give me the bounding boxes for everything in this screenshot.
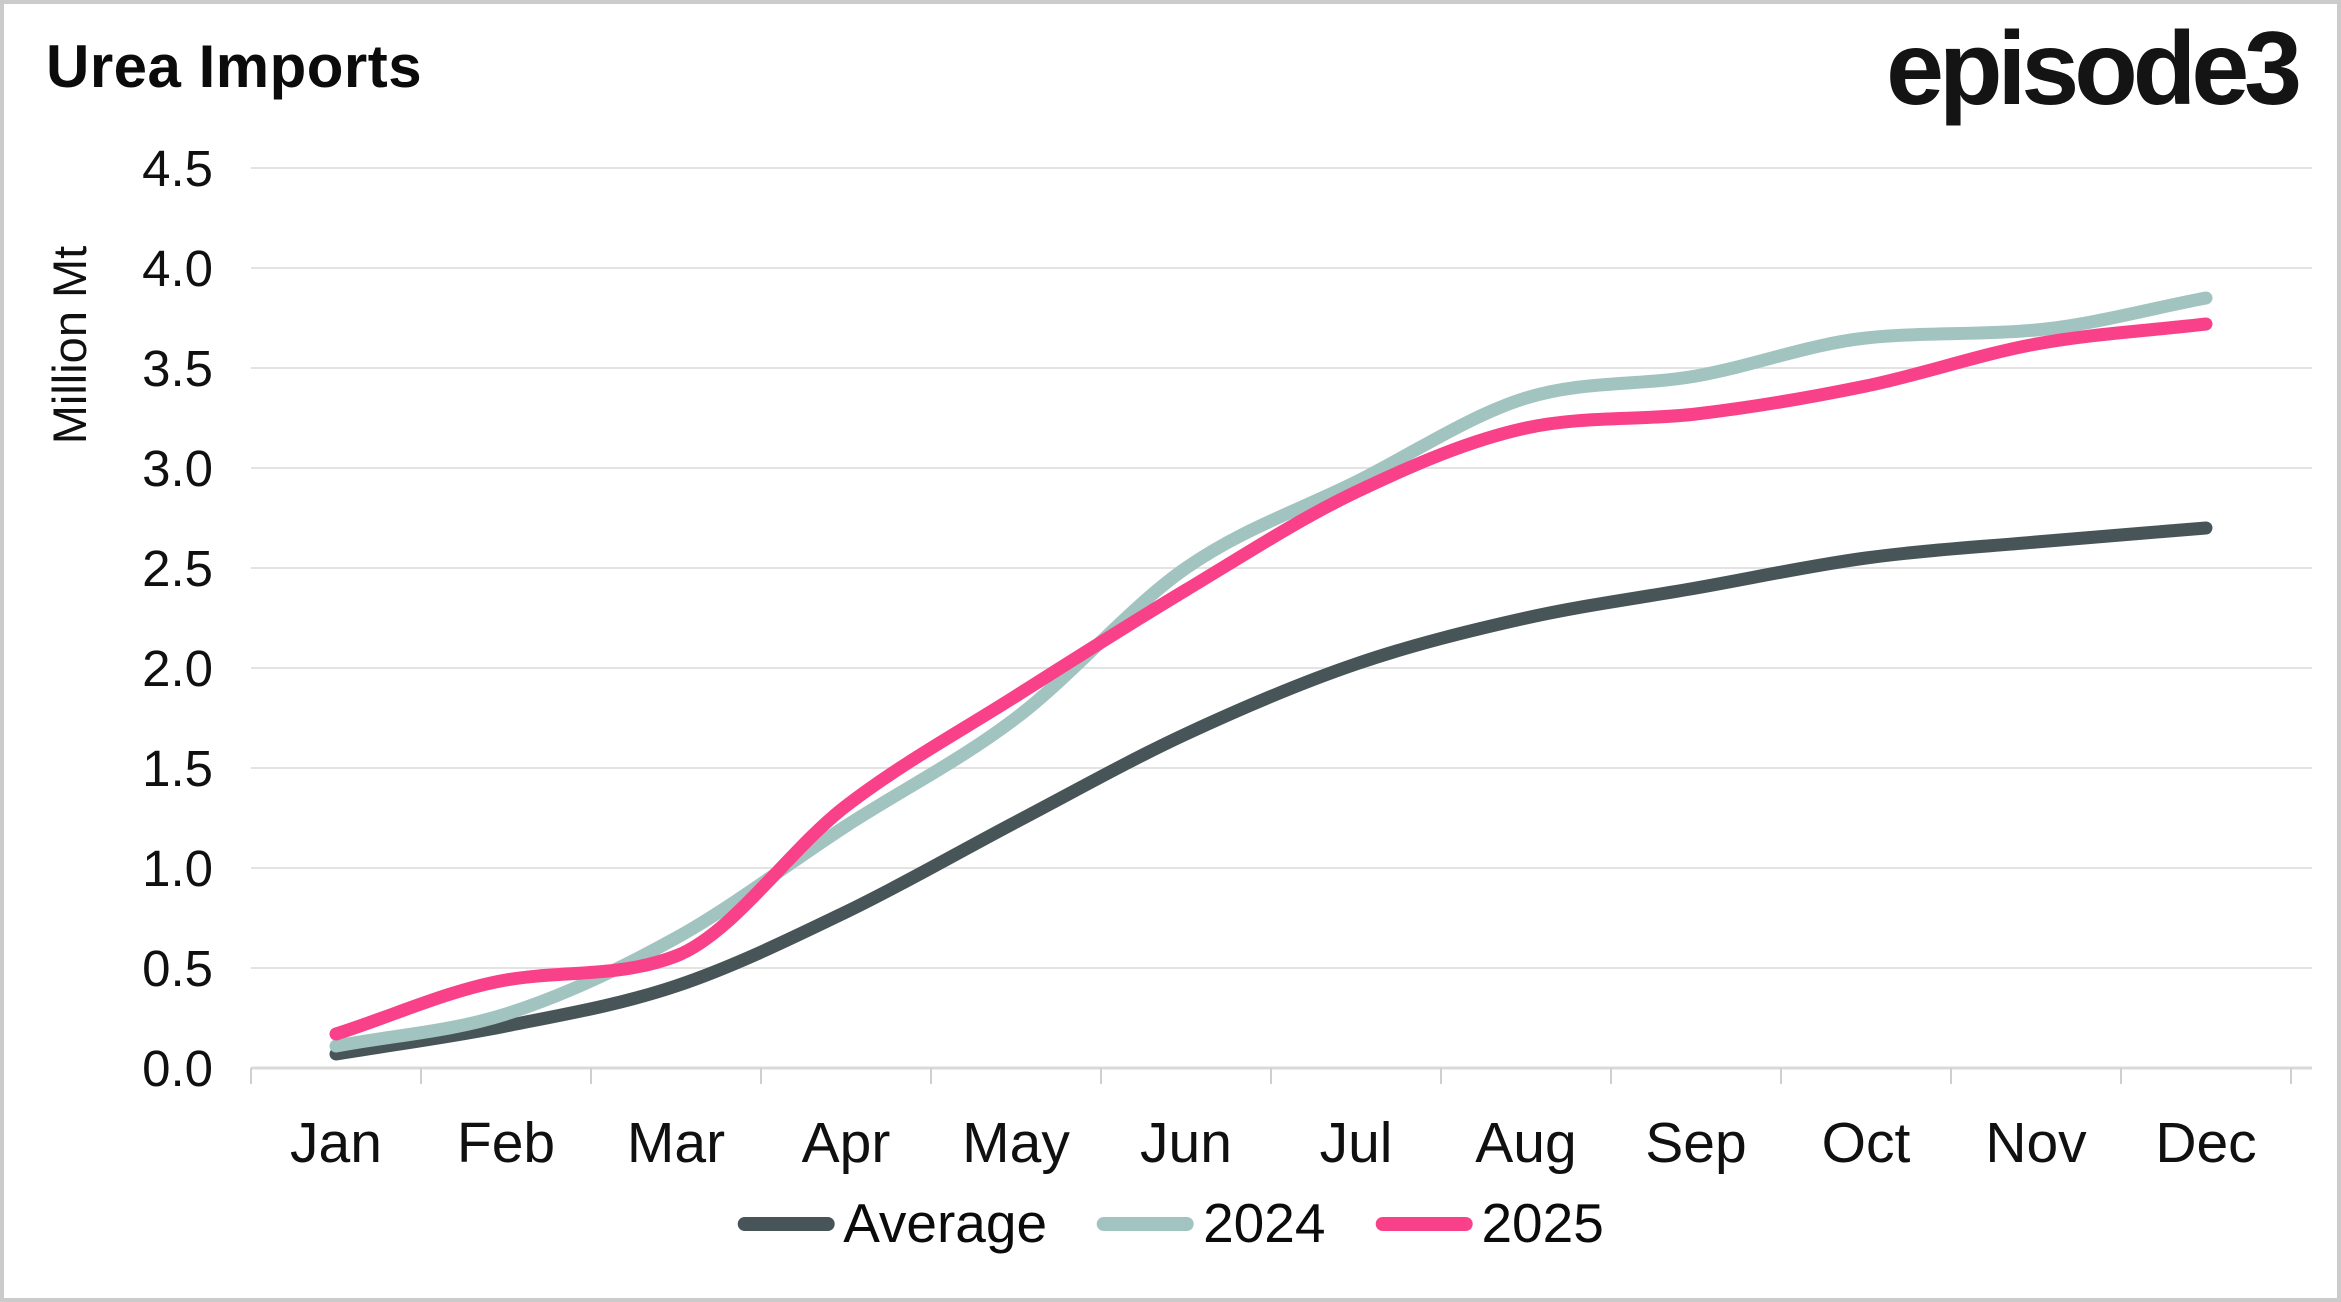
x-tick-label: Jun bbox=[1140, 1111, 1232, 1175]
legend-item-2024: 2024 bbox=[1097, 1196, 1325, 1251]
y-axis-title: Million Mt bbox=[43, 246, 96, 444]
series-line-2024 bbox=[329, 291, 2213, 1053]
y-tick-label: 1.5 bbox=[142, 740, 213, 797]
y-tick-label: 1.0 bbox=[142, 840, 213, 897]
legend-label-2024: 2024 bbox=[1203, 1192, 1326, 1254]
series-line-2025 bbox=[329, 317, 2213, 1041]
x-tick-label: Aug bbox=[1475, 1111, 1576, 1175]
y-tick-label: 3.0 bbox=[142, 440, 213, 497]
y-tick-label: 2.5 bbox=[142, 540, 213, 597]
x-tick-label: Jul bbox=[1320, 1111, 1393, 1175]
legend-item-average: Average bbox=[737, 1196, 1047, 1251]
series-line-average bbox=[329, 521, 2213, 1061]
chart-legend: Average 2024 2025 bbox=[737, 1196, 1604, 1251]
x-tick-label: Mar bbox=[627, 1111, 725, 1175]
y-tick-label: 4.0 bbox=[142, 240, 213, 297]
x-tick-label: Apr bbox=[802, 1111, 891, 1175]
x-tick-label: Dec bbox=[2155, 1111, 2256, 1175]
x-tick-label: Feb bbox=[457, 1111, 555, 1175]
y-tick-label: 0.0 bbox=[142, 1040, 213, 1097]
legend-label-2025: 2025 bbox=[1481, 1192, 1604, 1254]
y-tick-label: 0.5 bbox=[142, 940, 213, 997]
x-tick-label: Sep bbox=[1645, 1111, 1746, 1175]
legend-swatch-2025 bbox=[1375, 1216, 1473, 1231]
x-tick-label: Nov bbox=[1985, 1111, 2087, 1175]
x-tick-label: May bbox=[962, 1111, 1070, 1175]
x-tick-label: Jan bbox=[290, 1111, 382, 1175]
chart-title: Urea Imports bbox=[46, 33, 423, 100]
legend-swatch-2024 bbox=[1097, 1216, 1195, 1231]
y-tick-label: 2.0 bbox=[142, 640, 213, 697]
y-tick-label: 3.5 bbox=[142, 340, 213, 397]
legend-label-average: Average bbox=[843, 1192, 1048, 1254]
legend-swatch-average bbox=[737, 1216, 835, 1231]
x-tick-label: Oct bbox=[1822, 1111, 1911, 1175]
y-tick-label: 4.5 bbox=[142, 140, 213, 197]
legend-item-2025: 2025 bbox=[1375, 1192, 1604, 1254]
episode3-logo: episode3 bbox=[1886, 11, 2302, 127]
